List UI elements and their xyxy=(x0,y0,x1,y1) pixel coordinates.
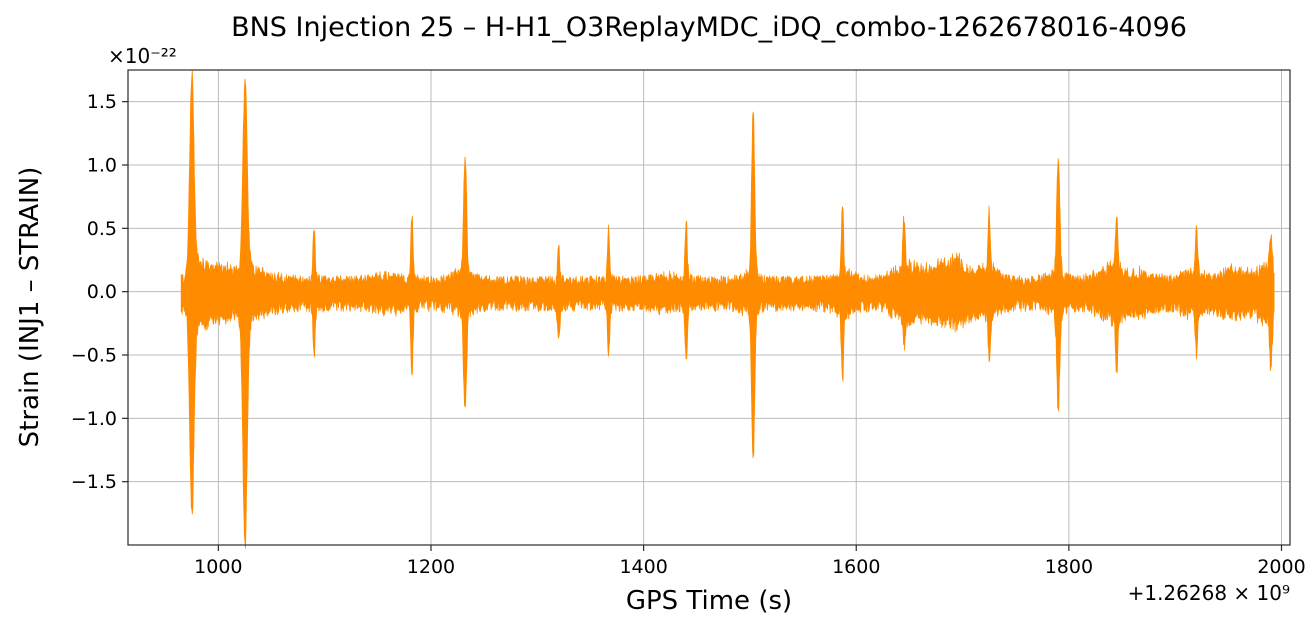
x-tick-label: 2000 xyxy=(1257,556,1305,578)
x-tick-label: 1000 xyxy=(194,556,242,578)
x-tick-label: 1200 xyxy=(407,556,455,578)
y-tick-label: −1.0 xyxy=(71,408,117,430)
strain-trace xyxy=(180,70,1275,549)
plot-title: BNS Injection 25 – H-H1_O3ReplayMDC_iDQ_… xyxy=(231,12,1187,43)
y-tick-label: 0.5 xyxy=(87,218,117,240)
x-axis-offset: +1.26268 × 10⁹ xyxy=(1127,581,1290,605)
y-tick-label: −1.5 xyxy=(71,471,117,493)
y-axis-label: Strain (INJ1 – STRAIN) xyxy=(15,166,45,448)
y-axis-scale-factor: ×10⁻²² xyxy=(108,44,177,68)
x-axis-label: GPS Time (s) xyxy=(625,586,793,616)
y-tick-label: 0.0 xyxy=(87,281,117,303)
x-tick-label: 1400 xyxy=(619,556,667,578)
y-tick-label: −0.5 xyxy=(71,345,117,367)
y-tick-label: 1.0 xyxy=(87,155,117,177)
y-tick-label: 1.5 xyxy=(87,91,117,113)
axes-spines xyxy=(127,69,1291,546)
x-tick-label: 1600 xyxy=(832,556,880,578)
x-tick-label: 1800 xyxy=(1045,556,1093,578)
